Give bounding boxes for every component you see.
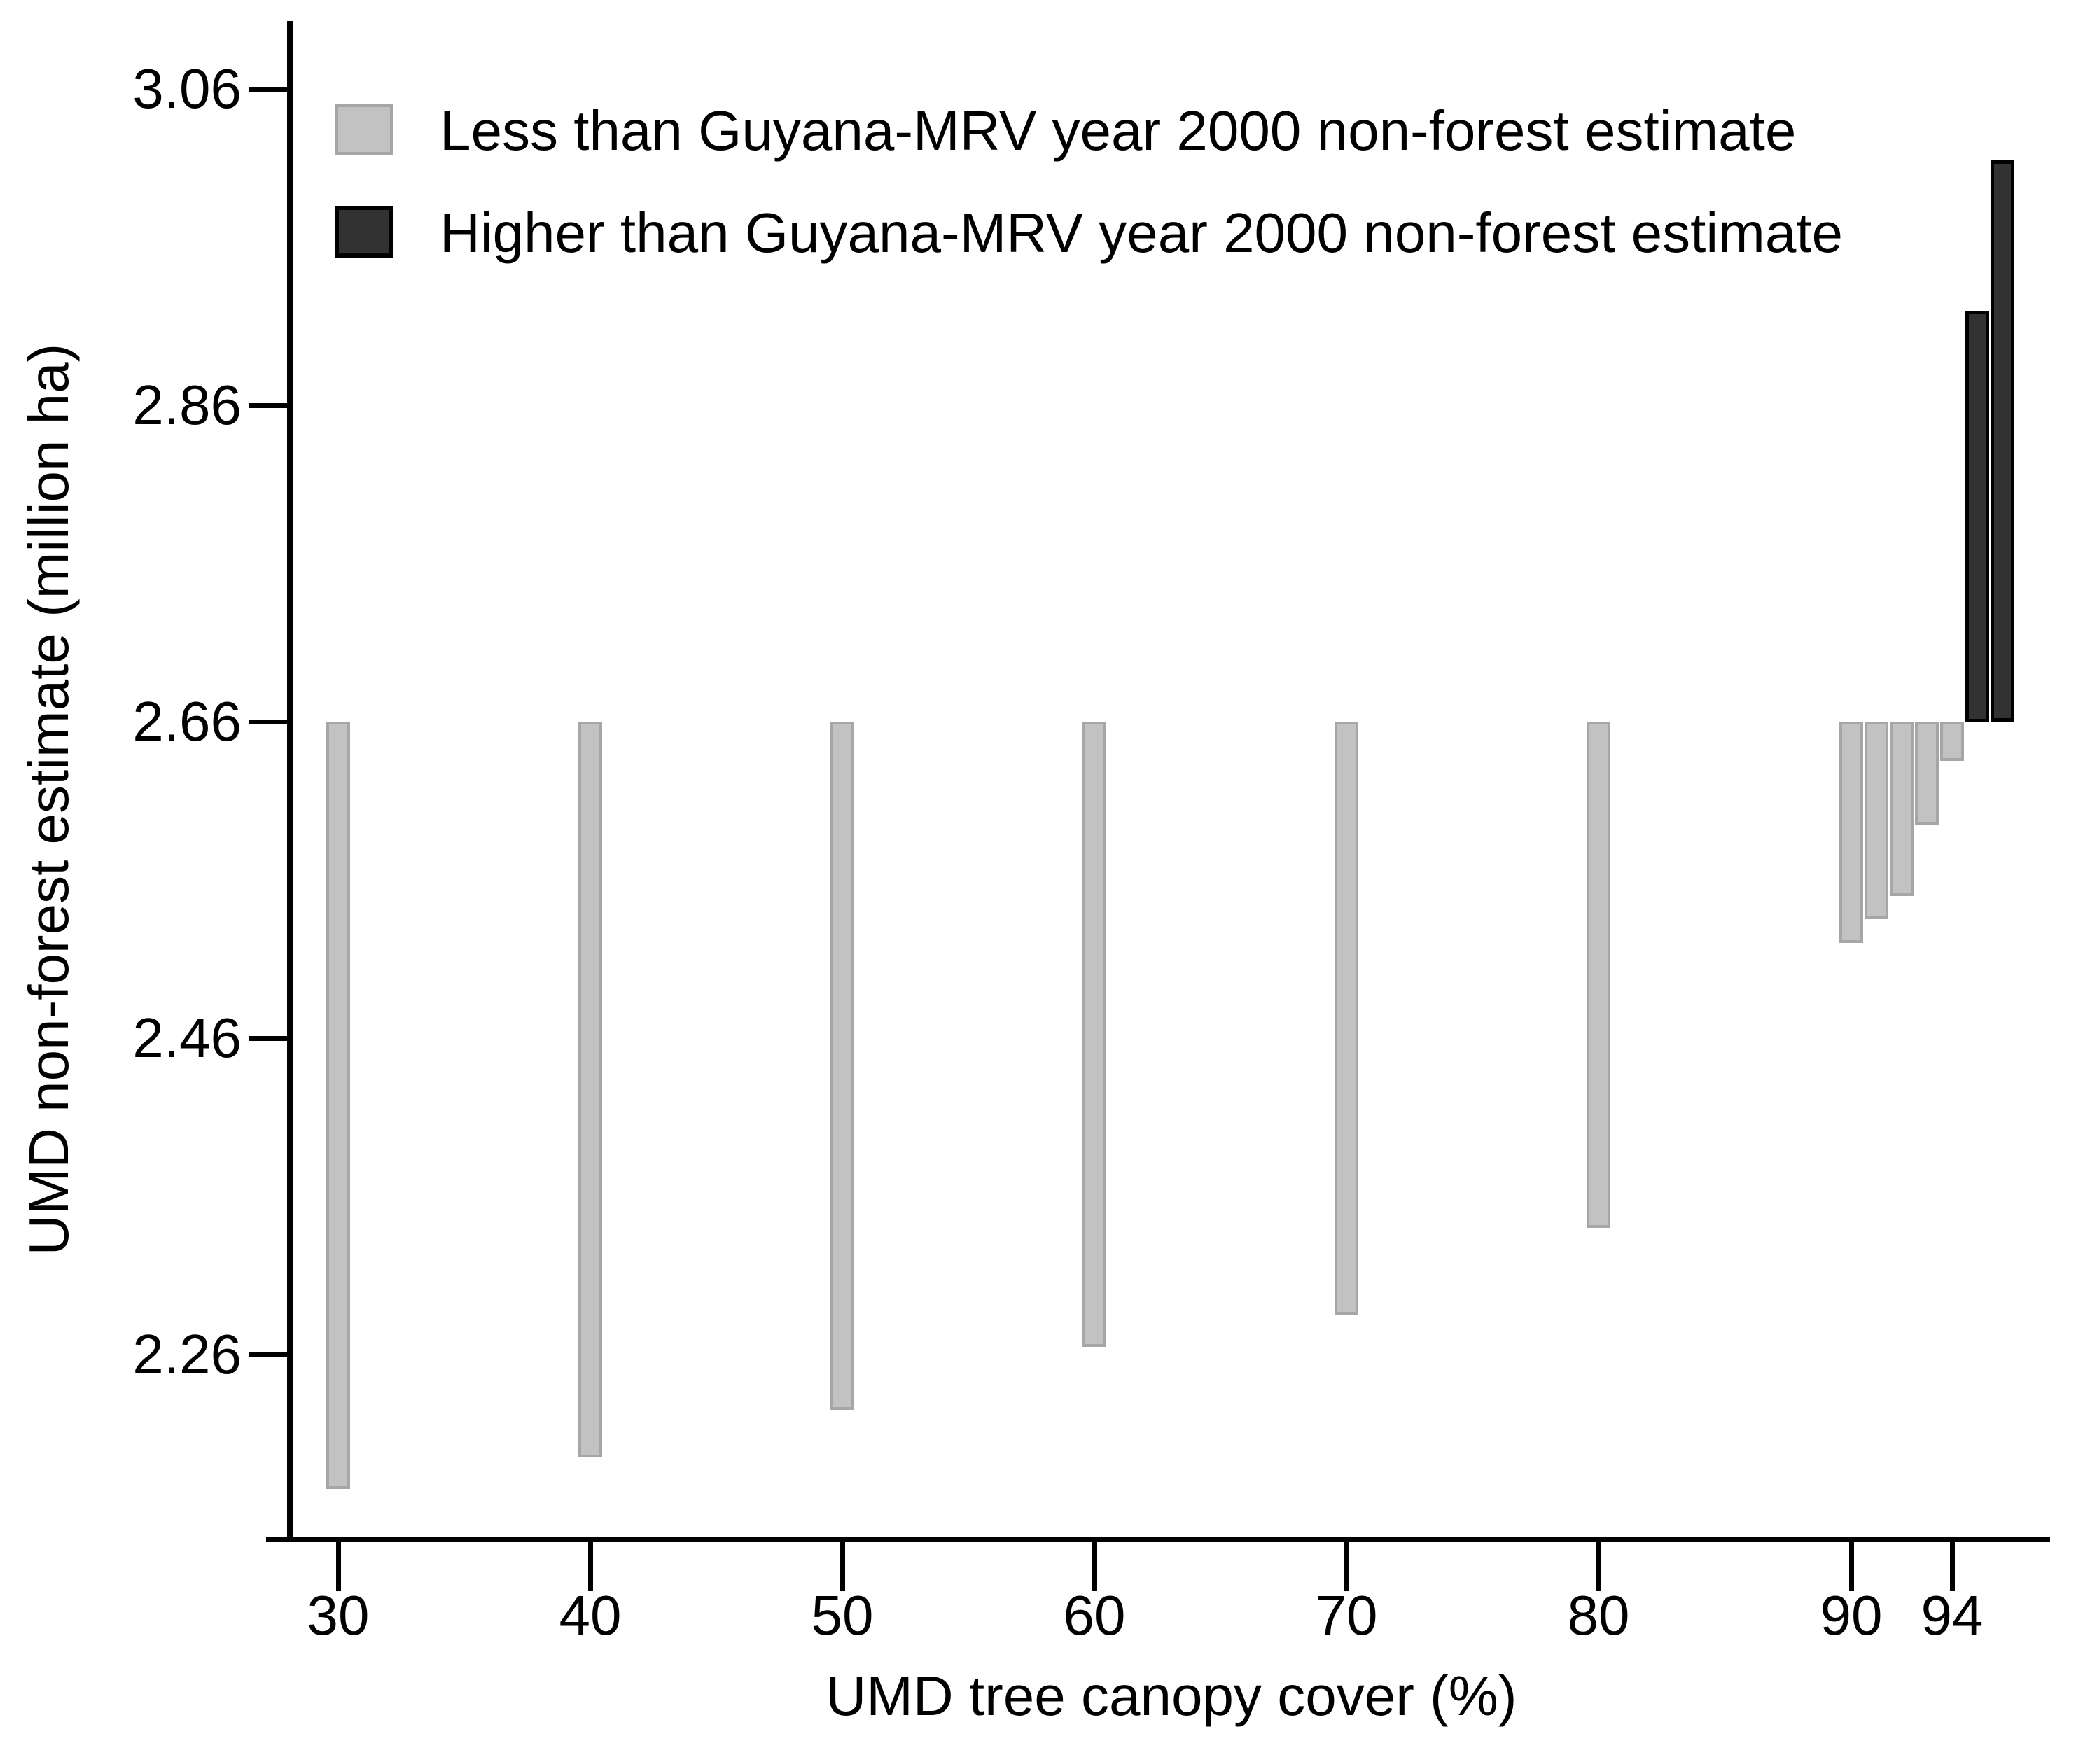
x-tick <box>1950 1542 1955 1591</box>
bar-below-baseline <box>1915 722 1939 825</box>
bar-above-baseline <box>1965 311 1989 722</box>
x-tick-label: 80 <box>1567 1584 1630 1646</box>
x-tick-label: 30 <box>307 1584 370 1646</box>
bar-below-baseline <box>1082 722 1106 1347</box>
x-tick <box>588 1542 593 1591</box>
x-tick-label: 90 <box>1820 1584 1883 1646</box>
x-tick <box>1092 1542 1097 1591</box>
legend-swatch-below-icon <box>335 104 393 155</box>
y-tick <box>249 1036 287 1041</box>
y-tick <box>249 720 287 724</box>
y-tick-label: 2.46 <box>132 1007 242 1069</box>
bar-above-baseline <box>1991 160 2014 722</box>
y-tick <box>249 87 287 92</box>
x-tick-label: 70 <box>1315 1584 1378 1646</box>
bar-below-baseline <box>1335 722 1358 1315</box>
x-tick <box>1344 1542 1349 1591</box>
legend-label-below: Less than Guyana-MRV year 2000 non-fores… <box>440 99 1797 162</box>
legend-swatch-above-icon <box>335 206 393 258</box>
legend-label-above: Higher than Guyana-MRV year 2000 non-for… <box>440 202 1844 264</box>
x-tick <box>336 1542 341 1591</box>
x-tick <box>1849 1542 1854 1591</box>
x-axis-title: UMD tree canopy cover (%) <box>825 1665 1517 1727</box>
x-tick <box>840 1542 845 1591</box>
x-tick-label: 94 <box>1921 1584 1984 1646</box>
y-axis-title: UMD non-forest estimate (million ha) <box>18 343 80 1256</box>
bar-below-baseline <box>830 722 854 1410</box>
y-tick <box>249 403 287 408</box>
x-tick <box>1596 1542 1601 1591</box>
x-tick-label: 50 <box>811 1584 874 1646</box>
bar-below-baseline <box>1839 722 1863 943</box>
bar-below-baseline <box>1890 722 1914 896</box>
y-tick <box>249 1352 287 1357</box>
bar-below-baseline <box>326 722 350 1489</box>
y-tick-label: 2.26 <box>132 1323 242 1385</box>
bar-below-baseline <box>1587 722 1610 1228</box>
x-axis-line <box>266 1536 2050 1542</box>
x-tick-label: 40 <box>559 1584 622 1646</box>
y-axis-line <box>287 21 293 1542</box>
y-tick-label: 2.86 <box>132 374 242 436</box>
x-tick-label: 60 <box>1063 1584 1126 1646</box>
bar-below-baseline <box>1940 722 1964 761</box>
bar-below-baseline <box>578 722 602 1457</box>
y-tick-label: 2.66 <box>132 690 242 752</box>
bar-below-baseline <box>1865 722 1888 919</box>
y-tick-label: 3.06 <box>132 57 242 120</box>
